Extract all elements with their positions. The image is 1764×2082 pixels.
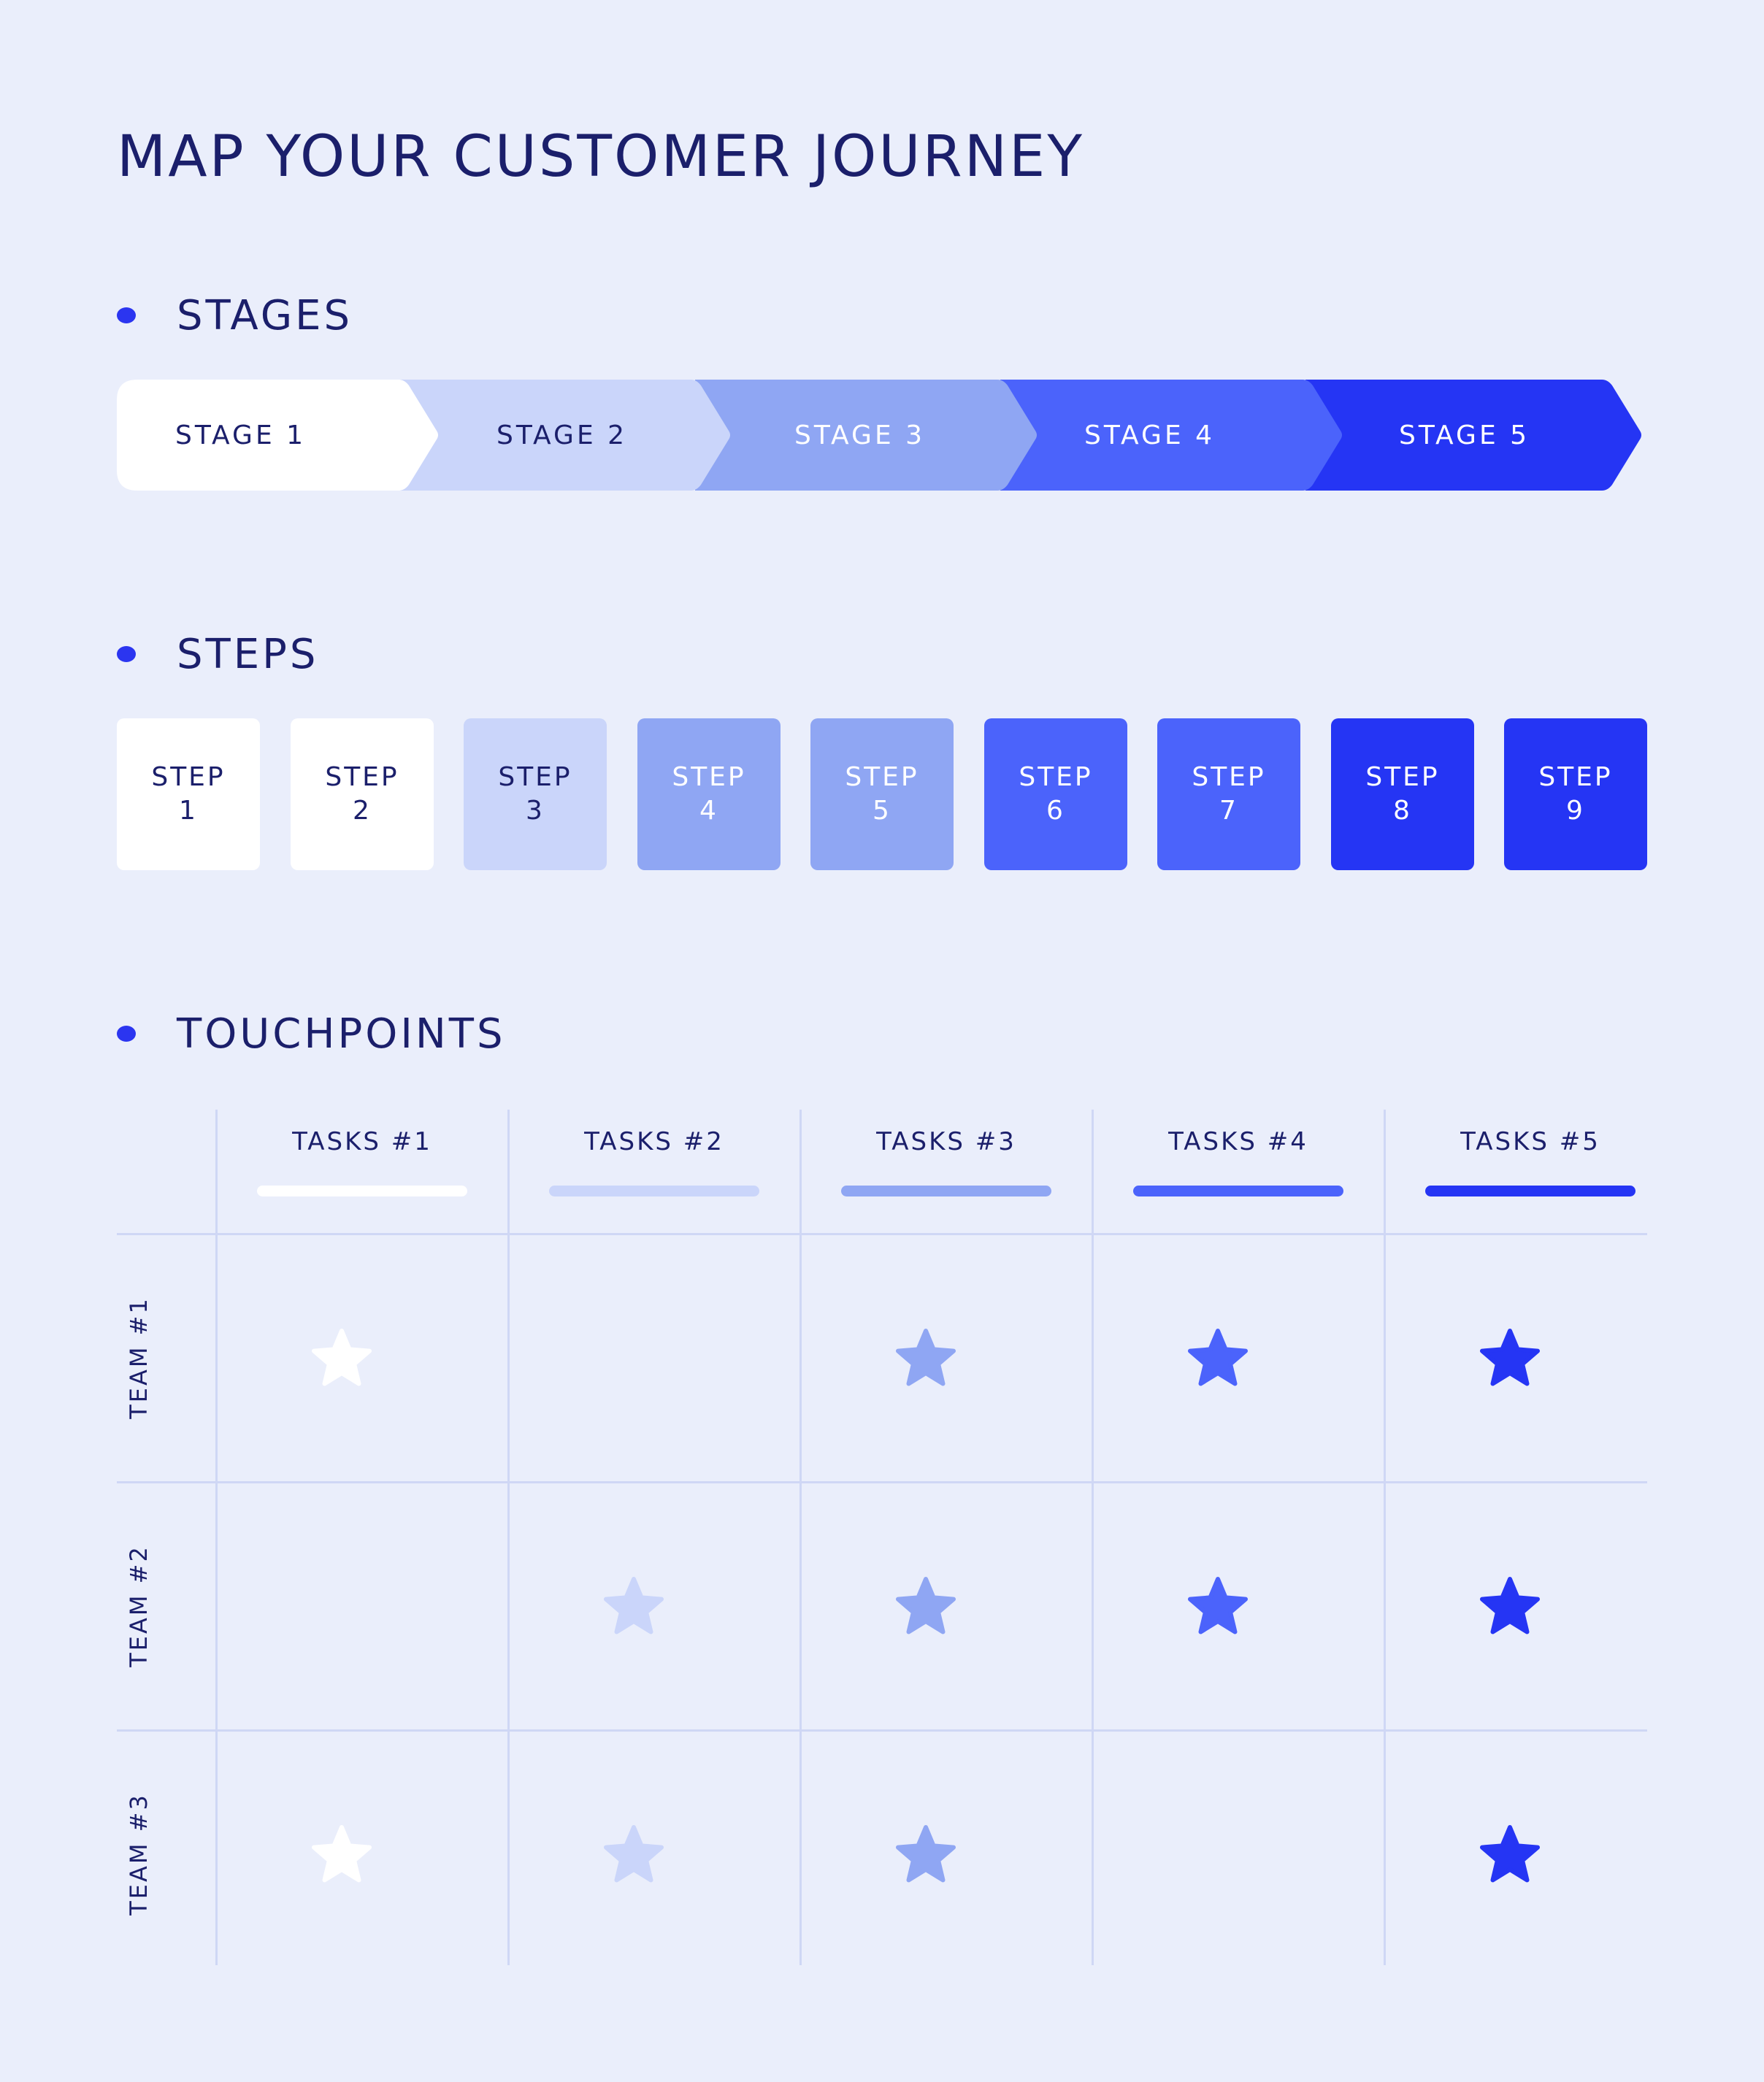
- step-number: 8: [1393, 796, 1412, 826]
- star-icon: [1187, 1327, 1249, 1388]
- step-number: 5: [873, 796, 891, 826]
- step-word: STEP: [151, 762, 226, 792]
- step-number: 2: [353, 796, 372, 826]
- stage-label-text: STAGE 4: [1084, 420, 1216, 450]
- star-icon: [1479, 1327, 1541, 1388]
- step-1-card: STEP 1: [117, 718, 260, 870]
- tasks-column-header-3: TASKS #3: [800, 1110, 1092, 1234]
- tasks-column-label: TASKS #1: [292, 1127, 432, 1156]
- stages-track: STAGE 1 STAGE 2 STAGE 3 STAGE 4 STAGE 5: [117, 380, 1643, 491]
- team-row-label-3: TEAM #3: [117, 1730, 161, 1978]
- grid-divider-vertical: [215, 1110, 218, 1965]
- stage-3-label: STAGE 3: [794, 380, 925, 491]
- steps-section-header: STEPS: [117, 625, 318, 683]
- page-title: MAP YOUR CUSTOMER JOURNEY: [117, 124, 1084, 190]
- star-icon: [311, 1824, 372, 1885]
- steps-heading: STEPS: [177, 630, 319, 678]
- touchpoints-heading: TOUCHPOINTS: [177, 1010, 506, 1058]
- tasks-column-header-5: TASKS #5: [1384, 1110, 1676, 1234]
- step-word: STEP: [1192, 762, 1266, 792]
- bullet-icon: [117, 646, 136, 662]
- stage-3-shape: [695, 380, 1037, 491]
- step-5-card: STEP 5: [810, 718, 954, 870]
- tasks-column-header-1: TASKS #1: [216, 1110, 508, 1234]
- star-icon: [1479, 1575, 1541, 1637]
- touchpoints-section-header: TOUCHPOINTS: [117, 1004, 506, 1063]
- grid-divider-horizontal: [117, 1233, 1647, 1235]
- tasks-color-bar: [549, 1186, 759, 1196]
- step-word: STEP: [672, 762, 746, 792]
- grid-divider-vertical: [1384, 1110, 1386, 1965]
- star-icon: [603, 1824, 664, 1885]
- tasks-column-label: TASKS #4: [1168, 1127, 1308, 1156]
- step-word: STEP: [498, 762, 572, 792]
- tasks-column-label: TASKS #5: [1460, 1127, 1600, 1156]
- star-icon: [311, 1327, 372, 1388]
- stage-5-shape: [1305, 380, 1641, 491]
- step-word: STEP: [1365, 762, 1440, 792]
- grid-divider-horizontal: [117, 1729, 1647, 1732]
- stages-section-header: STAGES: [117, 286, 353, 345]
- star-icon: [1479, 1824, 1541, 1885]
- bullet-icon: [117, 307, 136, 323]
- team-row-label-1: TEAM #1: [117, 1234, 161, 1482]
- steps-row: STEP 1 STEP 2 STEP 3 STEP 4 STEP 5 STEP 6 STEP 7 STEP 8…: [117, 718, 1647, 870]
- team-row-label-2: TEAM #2: [117, 1482, 161, 1730]
- step-word: STEP: [1019, 762, 1093, 792]
- star-icon: [895, 1575, 956, 1637]
- bullet-icon: [117, 1026, 136, 1042]
- tasks-column-label: TASKS #2: [584, 1127, 724, 1156]
- stage-2-label: STAGE 2: [496, 380, 627, 491]
- grid-divider-horizontal: [117, 1481, 1647, 1483]
- tasks-color-bar: [1133, 1186, 1343, 1196]
- star-icon: [603, 1575, 664, 1637]
- team-label-text: TEAM #2: [125, 1545, 153, 1667]
- tasks-color-bar: [257, 1186, 467, 1196]
- stages-heading: STAGES: [177, 291, 353, 339]
- grid-divider-vertical: [799, 1110, 802, 1965]
- team-label-text: TEAM #3: [125, 1793, 153, 1916]
- tasks-column-header-4: TASKS #4: [1092, 1110, 1384, 1234]
- tasks-column-header-2: TASKS #2: [508, 1110, 800, 1234]
- stage-4-label: STAGE 4: [1084, 380, 1215, 491]
- touchpoints-grid: TASKS #1 TASKS #2 TASKS #3 TASKS #4 TASKS #5…: [117, 1110, 1647, 1965]
- star-icon: [895, 1327, 956, 1388]
- step-3-card: STEP 3: [464, 718, 607, 870]
- stage-1-shape: [117, 380, 438, 491]
- tasks-color-bar: [1425, 1186, 1635, 1196]
- stage-1-label: STAGE 1: [175, 380, 306, 491]
- team-label-text: TEAM #1: [125, 1297, 153, 1419]
- step-number: 9: [1566, 796, 1585, 826]
- step-number: 6: [1046, 796, 1065, 826]
- stage-label-text: STAGE 3: [794, 420, 926, 450]
- step-word: STEP: [845, 762, 919, 792]
- star-icon: [1187, 1575, 1249, 1637]
- step-4-card: STEP 4: [637, 718, 781, 870]
- grid-divider-vertical: [507, 1110, 510, 1965]
- stage-4-shape: [1000, 380, 1342, 491]
- star-icon: [895, 1824, 956, 1885]
- step-number: 1: [179, 796, 198, 826]
- stage-label-text: STAGE 2: [496, 420, 628, 450]
- tasks-column-label: TASKS #3: [876, 1127, 1016, 1156]
- step-7-card: STEP 7: [1157, 718, 1300, 870]
- step-number: 4: [699, 796, 718, 826]
- step-9-card: STEP 9: [1504, 718, 1647, 870]
- stage-label-text: STAGE 1: [175, 420, 307, 450]
- stage-label-text: STAGE 5: [1399, 420, 1530, 450]
- step-number: 3: [526, 796, 545, 826]
- step-word: STEP: [1538, 762, 1613, 792]
- grid-divider-vertical: [1092, 1110, 1094, 1965]
- step-2-card: STEP 2: [291, 718, 434, 870]
- stage-5-label: STAGE 5: [1399, 380, 1530, 491]
- stage-2-shape: [400, 380, 730, 491]
- step-number: 7: [1219, 796, 1238, 826]
- step-8-card: STEP 8: [1331, 718, 1474, 870]
- step-word: STEP: [325, 762, 399, 792]
- tasks-color-bar: [841, 1186, 1051, 1196]
- step-6-card: STEP 6: [984, 718, 1127, 870]
